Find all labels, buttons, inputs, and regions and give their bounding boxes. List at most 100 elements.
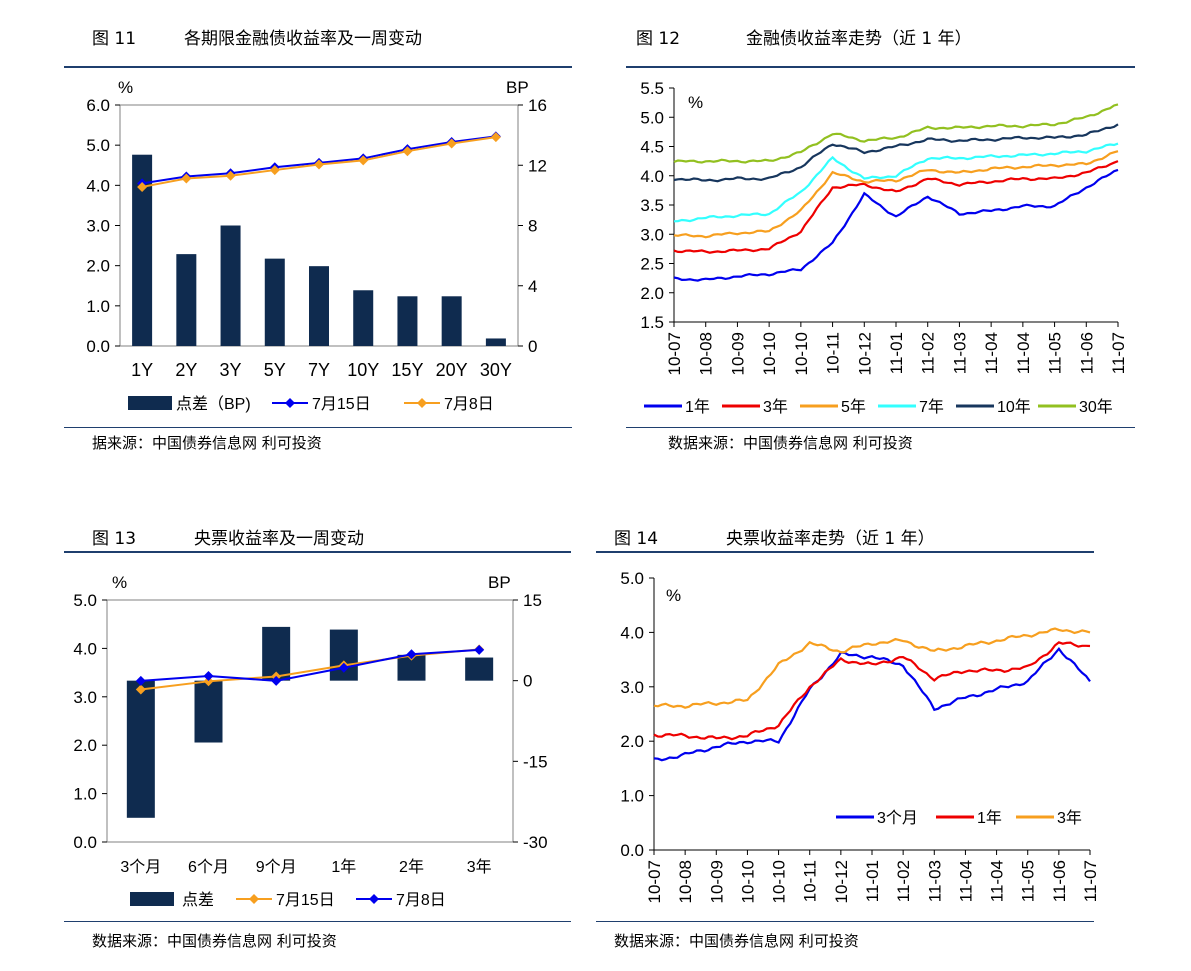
fig11-bar	[309, 266, 329, 346]
fig13-bar	[329, 629, 358, 681]
fig13-legend-bar-swatch	[130, 892, 174, 906]
fig13-bottom-rule	[64, 921, 571, 922]
fig12-x-tick-label: 11-05	[1046, 332, 1065, 374]
fig13-right-tick-label: 15	[523, 591, 542, 610]
fig12-y-tick-label: 3.5	[640, 196, 664, 215]
fig12-x-tick-label: 11-04	[982, 332, 1001, 374]
fig14-x-tick-label: 11-03	[925, 860, 944, 902]
fig13-series-line	[140, 648, 480, 682]
fig14-label: 图 14	[614, 529, 659, 549]
fig11-right-tick-label: 16	[528, 96, 547, 115]
fig13-series-marker	[338, 662, 349, 673]
fig14-x-tick-label: 11-07	[1081, 860, 1100, 902]
fig13-source: 数据来源：中国债券信息网 利可投资	[92, 932, 337, 950]
fig13-left-tick-label: 3.0	[73, 688, 97, 707]
fig11-series-marker	[314, 159, 324, 170]
fig12-y-tick-label: 4.5	[640, 138, 664, 157]
fig13-top-rule	[64, 551, 571, 553]
fig12-legend-label: 10年	[997, 398, 1031, 416]
fig12-x-tick-label: 10-09	[728, 332, 747, 375]
fig12-y-tick-label: 2.0	[640, 284, 664, 303]
fig12-series-line	[673, 123, 1119, 183]
fig14-x-tick-label: 11-05	[1019, 860, 1038, 902]
fig13-left-tick-label: 5.0	[73, 591, 97, 610]
fig12-label: 图 12	[636, 29, 681, 49]
fig11-legend-series-label: 7月8日	[444, 396, 494, 413]
fig12-x-tick-label: 11-06	[1077, 332, 1096, 374]
fig11-title-text: 各期限金融债收益率及一周变动	[184, 29, 422, 49]
fig12-x-tick-label: 10-10	[760, 332, 779, 375]
fig14-bottom-rule	[596, 921, 1094, 922]
fig14-x-tick-label: 10-10	[770, 860, 789, 903]
fig14-series-line	[653, 627, 1091, 709]
fig14-source: 数据来源：中国债券信息网 利可投资	[614, 932, 859, 950]
fig13-series-marker	[135, 684, 146, 695]
fig13-bar	[465, 657, 494, 681]
fig12-y-tick-label: 3.0	[640, 225, 664, 244]
fig14-top-rule	[596, 551, 1094, 553]
fig14-x-tick-label: 11-01	[863, 860, 882, 902]
fig12-legend-label: 30年	[1079, 398, 1113, 416]
fig11-right-unit: BP	[506, 78, 529, 97]
fig11-series-marker	[490, 132, 501, 143]
fig14-x-tick-label: 10-11	[801, 860, 820, 902]
fig11-series-marker	[181, 173, 192, 184]
fig14-title-text: 央票收益率走势（近 1 年）	[726, 529, 935, 549]
fig13-series-marker	[406, 649, 417, 660]
fig12-x-tick-label: 11-01	[887, 332, 906, 374]
fig11-bar	[176, 254, 197, 346]
fig11-category-label: 7Y	[308, 360, 330, 380]
fig12-bottom-rule	[626, 427, 1135, 428]
fig13-title: 图 13 央票收益率及一周变动	[92, 524, 364, 549]
fig13-legend-marker	[249, 894, 259, 904]
fig11-source: 据来源：中国债券信息网 利可投资	[92, 434, 322, 452]
fig12-x-tick-label: 10-10	[792, 332, 811, 375]
fig11-bar	[132, 154, 153, 346]
fig14-chart: 0.0 1.0 2.0 3.0 4.0 5.0% 10-07 10-08 10-09 10-10 1…	[620, 569, 1100, 903]
fig11-bottom-rule	[64, 427, 572, 428]
fig12-y-tick-label: 4.0	[640, 167, 664, 186]
fig12-top-rule	[626, 66, 1135, 68]
fig12-series-line	[673, 160, 1119, 254]
fig11-bar	[353, 290, 374, 346]
fig12-x-tick-label: 11-02	[919, 332, 938, 374]
fig13-plot-frame	[106, 599, 514, 843]
fig14-y-tick-label: 2.0	[620, 732, 644, 751]
fig11-series-marker	[269, 165, 280, 176]
fig11-category-label: 10Y	[347, 360, 379, 380]
fig14-legend-label: 3年	[1057, 809, 1082, 827]
fig14-y-tick-label: 5.0	[620, 569, 644, 588]
fig12-series-line	[673, 168, 1119, 282]
fig11-series-marker	[402, 146, 413, 157]
fig13-category-label: 3个月	[120, 858, 161, 876]
fig13-series-marker	[271, 675, 282, 686]
fig12-chart: 1.5 2.0 2.5 3.0 3.5 4.0 4.5 5.0 5.5% 10-07 10-08 10…	[640, 79, 1128, 416]
fig11-right-tick-label: 4	[528, 277, 537, 296]
fig12-series-line	[673, 142, 1119, 223]
fig12-y-tick-label: 1.5	[640, 313, 664, 332]
fig11-bar	[264, 258, 285, 346]
fig11-left-tick-label: 6.0	[86, 96, 110, 115]
fig13-legend-series-label: 7月8日	[396, 892, 446, 909]
fig11-category-label: 20Y	[436, 360, 468, 380]
fig11-title: 图 11 各期限金融债收益率及一周变动	[92, 24, 422, 49]
fig14-x-tick-label: 11-06	[1050, 860, 1069, 902]
fig14-x-tick-label: 10-08	[676, 860, 695, 903]
fig13-title-text: 央票收益率及一周变动	[194, 529, 364, 549]
fig11-legend-marker	[417, 398, 427, 408]
fig12-x-tick-label: 10-11	[824, 332, 843, 374]
fig13-left-tick-label: 4.0	[73, 639, 97, 658]
fig13-bar	[194, 680, 223, 743]
fig11-series-marker	[225, 170, 236, 181]
fig11-left-tick-label: 5.0	[86, 136, 110, 155]
fig14-x-tick-label: 10-07	[645, 860, 664, 903]
fig14-title: 图 14 央票收益率走势（近 1 年）	[614, 524, 935, 549]
fig12-x-tick-label: 11-03	[950, 332, 969, 374]
fig11-right-tick-label: 8	[528, 217, 537, 236]
fig11-series-marker	[446, 138, 457, 149]
fig14-y-tick-label: 0.0	[620, 841, 644, 860]
fig11-left-tick-label: 4.0	[86, 176, 110, 195]
fig13-legend-marker	[369, 894, 379, 904]
fig11-category-label: 3Y	[220, 360, 242, 380]
fig14-x-tick-label: 11-04	[956, 860, 975, 902]
